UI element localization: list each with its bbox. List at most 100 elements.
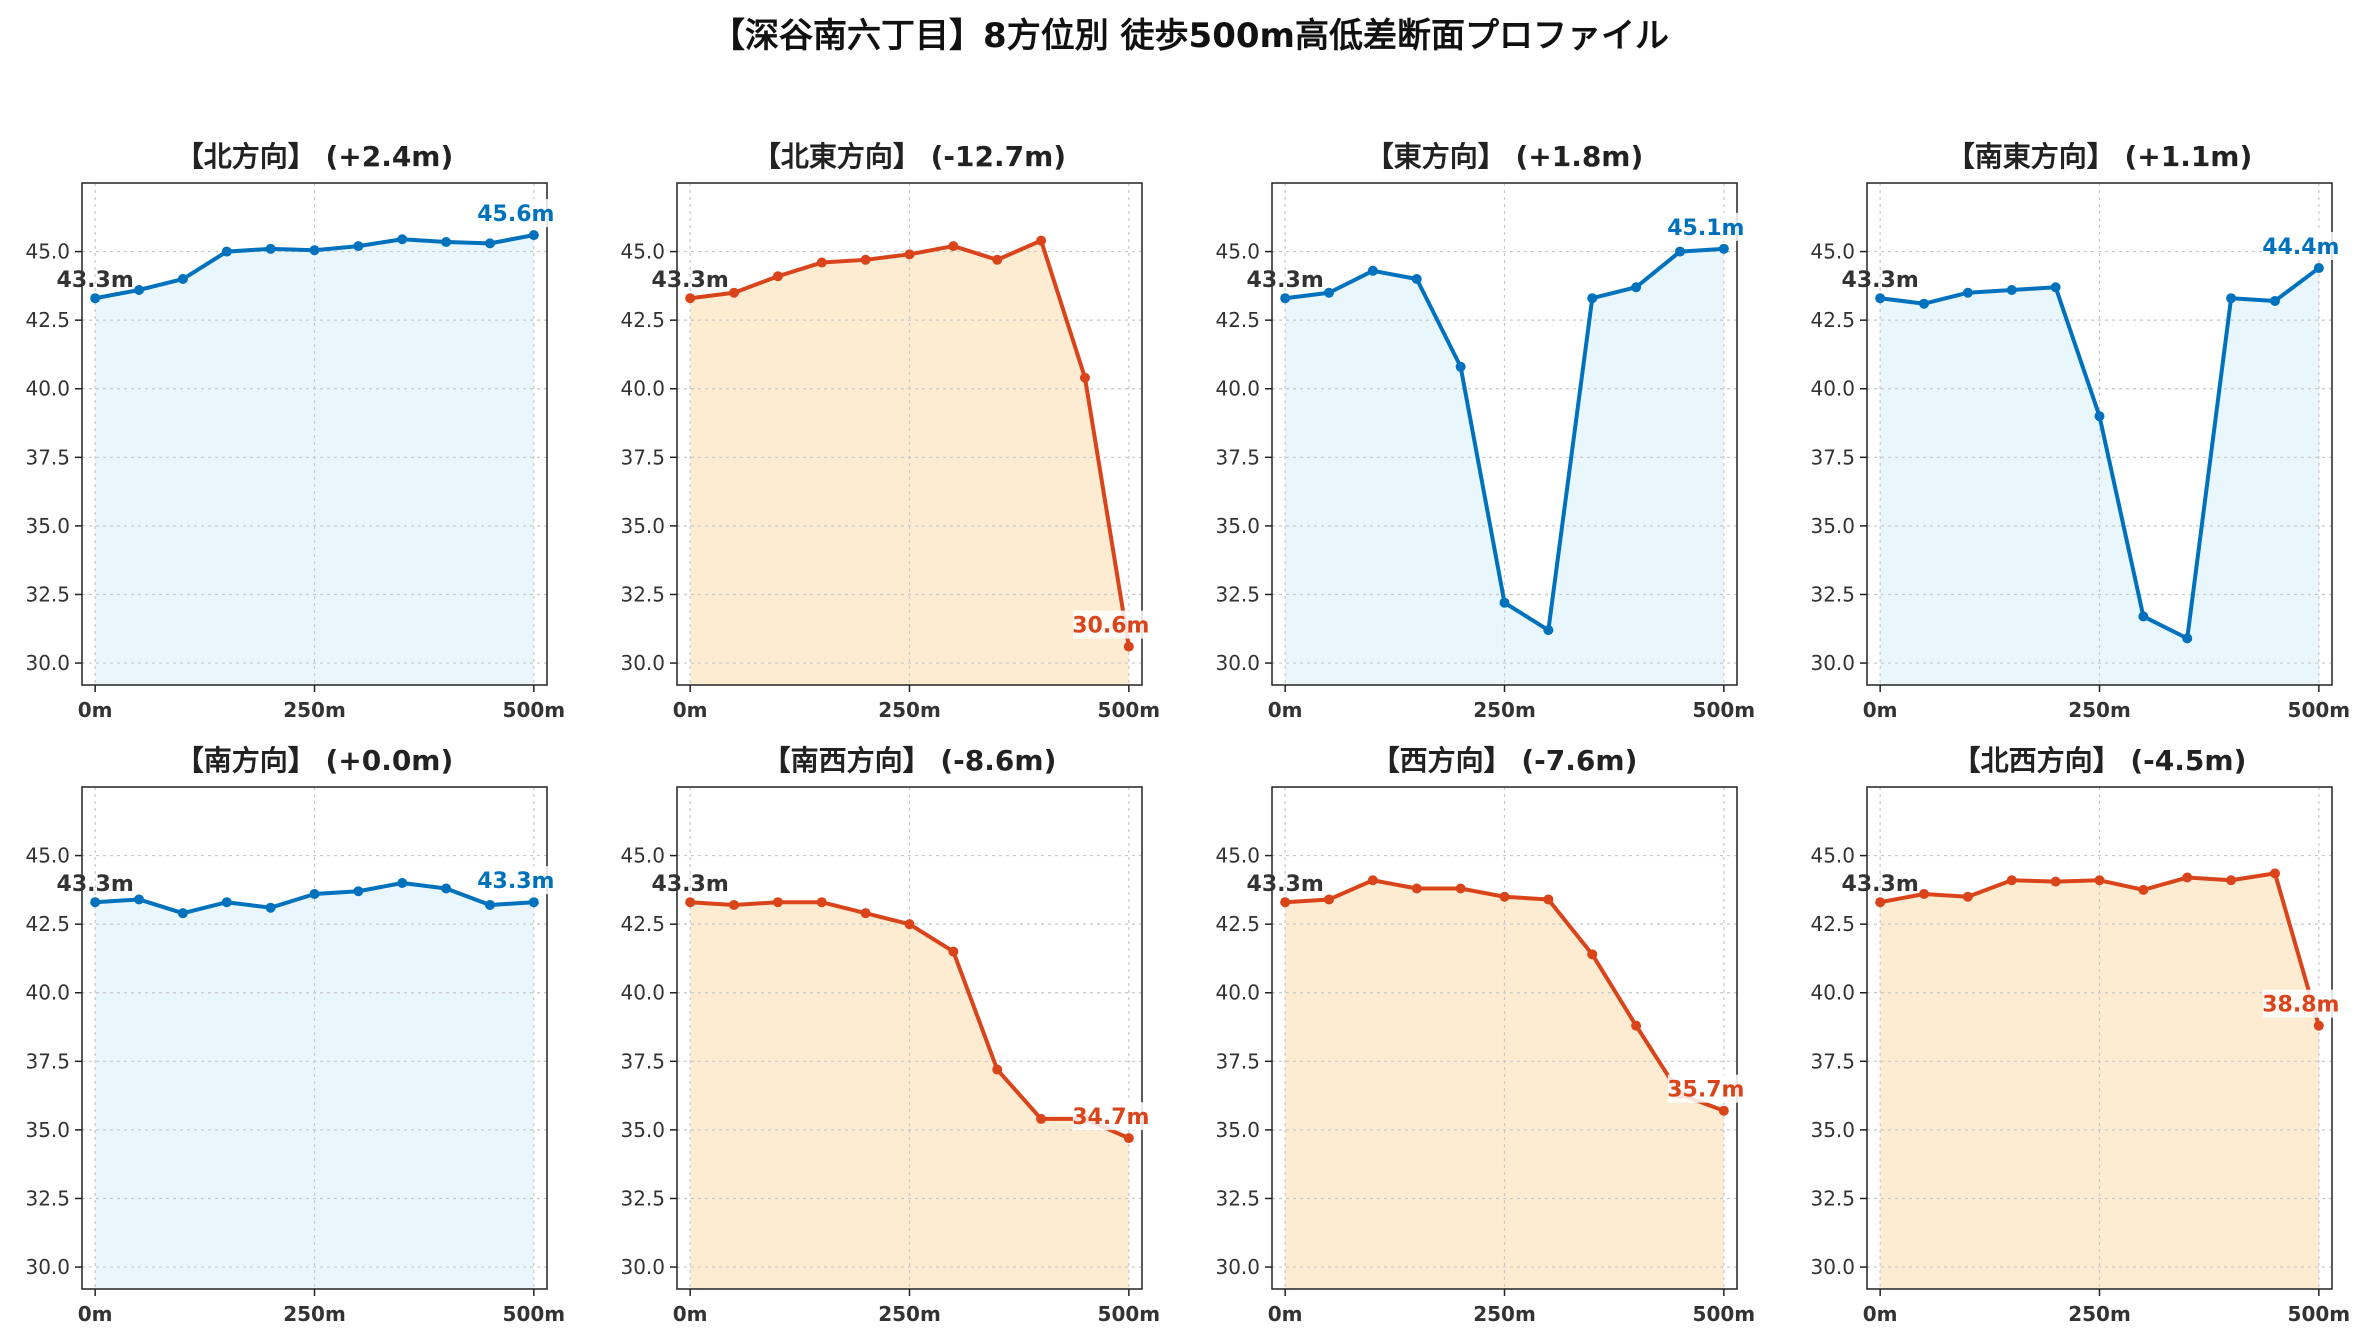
chart-panel: 30.0 32.5 35.0 37.5 40.0 42.5 45.0 0m 250m 500m 【南… [620,744,1160,1326]
data-point [1587,949,1598,960]
area-fill [1285,880,1724,1289]
y-tick-label: 42.5 [1810,308,1855,332]
data-point [1718,243,1729,254]
y-tick-label: 30.0 [1810,651,1855,675]
y-tick-label: 40.0 [1215,377,1260,401]
y-tick-label: 42.5 [620,912,665,936]
area-fill [690,240,1129,685]
start-value-label: 43.3m [1842,268,1919,293]
data-point [397,234,408,245]
y-tick-label: 35.0 [620,1118,665,1142]
y-tick-label: 32.5 [620,1186,665,1210]
data-point [860,908,871,919]
data-point [2138,611,2149,622]
end-value-label: 44.4m [2262,235,2339,260]
x-tick-label: 250m [878,1302,941,1326]
y-tick-label: 32.5 [25,582,70,606]
y-tick-label: 40.0 [1810,981,1855,1005]
data-point [1674,246,1685,257]
y-tick-label: 42.5 [25,912,70,936]
data-point [860,254,871,265]
panel-title: 【北西方向】 (-4.5m) [1953,744,2247,777]
data-point [1411,274,1422,285]
data-point [685,897,696,908]
y-tick-label: 45.0 [1810,844,1855,868]
data-point [134,284,145,295]
data-point [309,245,320,256]
panel-title: 【南方向】 (+0.0m) [176,744,454,777]
data-point [1587,293,1598,304]
y-tick-label: 37.5 [1215,1049,1260,1073]
area-fill [1880,268,2319,685]
x-tick-label: 500m [503,698,566,722]
data-point [1919,888,1930,899]
x-tick-label: 500m [2288,698,2351,722]
y-tick-label: 45.0 [1215,844,1260,868]
y-tick-label: 35.0 [1810,1118,1855,1142]
data-point [484,238,495,249]
y-tick-label: 30.0 [1810,1255,1855,1279]
chart-panel: 30.0 32.5 35.0 37.5 40.0 42.5 45.0 0m 250m 500m 【北… [620,140,1160,722]
figure-title: 【深谷南六丁目】8方位別 徒歩500m高低差断面プロファイル [711,16,1669,56]
data-point [816,897,827,908]
y-tick-label: 42.5 [25,308,70,332]
data-point [1631,282,1642,293]
y-tick-label: 30.0 [620,1255,665,1279]
end-value-label: 43.3m [477,869,554,894]
data-point [1455,361,1466,372]
x-tick-label: 500m [1693,1302,1756,1326]
start-value-label: 43.3m [1842,872,1919,897]
data-point [1875,293,1886,304]
y-tick-label: 35.0 [1215,1118,1260,1142]
y-tick-label: 42.5 [620,308,665,332]
start-value-label: 43.3m [652,872,729,897]
data-point [904,919,915,930]
y-tick-label: 30.0 [25,1255,70,1279]
data-point [2269,868,2280,879]
data-point [1718,1105,1729,1116]
panel-title: 【東方向】 (+1.8m) [1366,140,1644,173]
end-label-box [1072,610,1149,639]
end-label-box [1072,1102,1149,1131]
y-tick-label: 35.0 [620,514,665,538]
y-tick-label: 40.0 [25,377,70,401]
x-tick-label: 250m [283,698,346,722]
x-tick-label: 0m [1863,698,1898,722]
y-tick-label: 30.0 [25,651,70,675]
data-point [484,899,495,910]
y-tick-label: 37.5 [25,1049,70,1073]
data-point [2006,875,2017,886]
y-tick-label: 40.0 [1810,377,1855,401]
x-tick-label: 250m [283,1302,346,1326]
y-tick-label: 30.0 [1215,651,1260,675]
start-value-label: 43.3m [57,268,134,293]
data-point [1079,372,1090,383]
chart-panel: 30.0 32.5 35.0 37.5 40.0 42.5 45.0 0m 250m 500m 【南… [1810,140,2350,722]
x-tick-label: 0m [78,698,113,722]
data-point [1962,891,1973,902]
data-point [772,897,783,908]
end-label-box [1667,1074,1744,1103]
y-tick-label: 45.0 [1810,240,1855,264]
data-point [904,249,915,260]
y-tick-label: 30.0 [1215,1255,1260,1279]
data-point [353,886,364,897]
panel-title: 【北東方向】 (-12.7m) [753,140,1066,173]
panel-title: 【西方向】 (-7.6m) [1372,744,1638,777]
y-tick-label: 45.0 [25,240,70,264]
data-point [90,897,101,908]
data-point [90,293,101,304]
data-point [441,883,452,894]
y-tick-label: 32.5 [1810,1186,1855,1210]
data-point [1919,298,1930,309]
data-point [816,257,827,268]
chart-panel: 30.0 32.5 35.0 37.5 40.0 42.5 45.0 0m 250m 500m 【北… [1810,744,2350,1326]
x-tick-label: 0m [673,698,708,722]
end-label-box [2262,232,2339,261]
y-tick-label: 45.0 [620,844,665,868]
y-tick-label: 35.0 [1810,514,1855,538]
x-tick-label: 0m [1863,1302,1898,1326]
data-point [309,888,320,899]
y-tick-label: 35.0 [25,1118,70,1142]
x-tick-label: 0m [673,1302,708,1326]
